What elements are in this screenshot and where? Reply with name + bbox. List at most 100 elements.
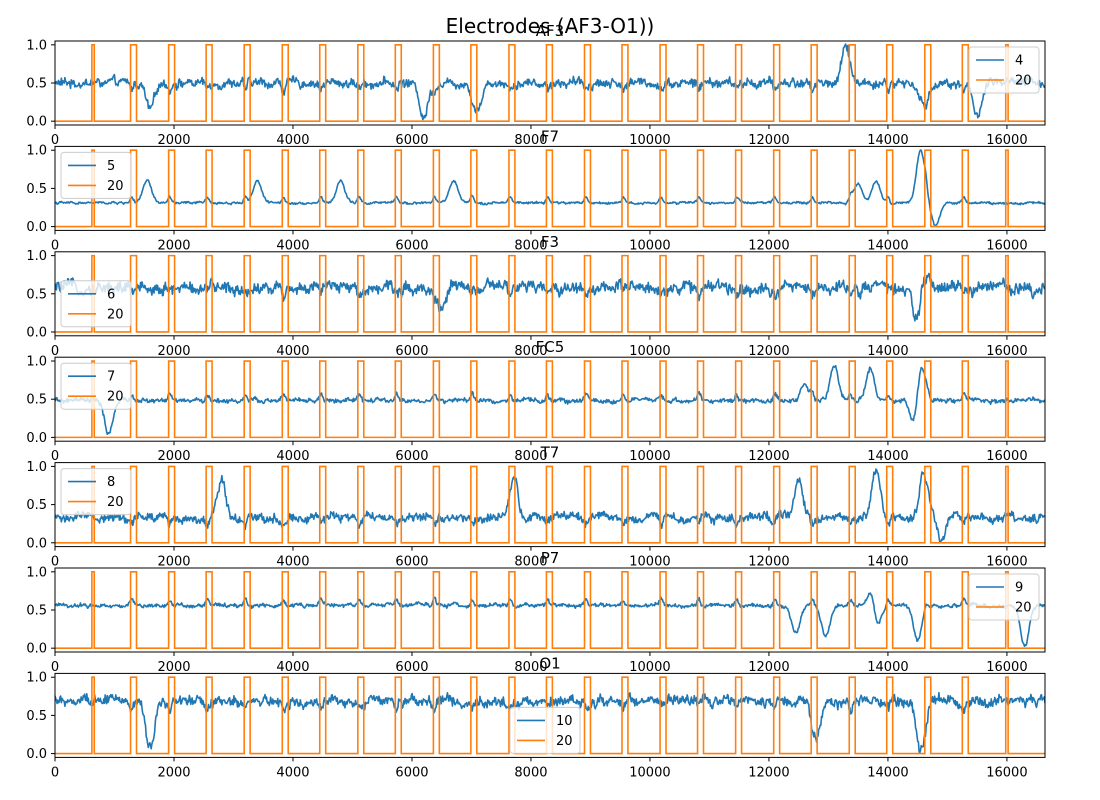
legend-label-9: 9 bbox=[1015, 581, 1023, 596]
x-tick-label: 12000 bbox=[748, 555, 789, 570]
subplot-f7: F7 0.0 0.5 1.0 0 2000 4000 6000 8000 10000 12000 14… bbox=[26, 127, 1046, 253]
legend-box bbox=[60, 468, 132, 516]
x-tick-label: 8000 bbox=[514, 555, 547, 570]
x-tick-label: 10000 bbox=[629, 133, 670, 148]
subplot-title: FC5 bbox=[536, 338, 565, 356]
x-tick-label: 8000 bbox=[514, 238, 547, 253]
legend-box bbox=[968, 573, 1040, 621]
x-tick-label: 0 bbox=[51, 238, 59, 253]
legend-label-10: 10 bbox=[556, 714, 573, 729]
x-tick-label: 14000 bbox=[867, 449, 908, 464]
legend: 720 bbox=[60, 362, 132, 410]
x-tick-label: 14000 bbox=[867, 555, 908, 570]
y-tick-label: 0.5 bbox=[26, 498, 47, 513]
x-tick-label: 2000 bbox=[157, 133, 190, 148]
x-tick-label: 6000 bbox=[395, 765, 428, 780]
x-tick-label: 10000 bbox=[629, 344, 670, 359]
subplot-f3: F3 0.0 0.5 1.0 0 2000 4000 6000 8000 10000 12000 14… bbox=[26, 233, 1046, 359]
x-tick-label: 10000 bbox=[629, 765, 670, 780]
x-tick-label: 14000 bbox=[867, 238, 908, 253]
x-tick-label: 8000 bbox=[514, 133, 547, 148]
y-tick-label: 0.5 bbox=[26, 709, 47, 724]
x-tick-label: 4000 bbox=[276, 765, 309, 780]
series-4-line bbox=[55, 43, 1045, 121]
x-tick-label: 6000 bbox=[395, 344, 428, 359]
subplot-plot-area bbox=[55, 465, 1045, 544]
x-tick-label: 14000 bbox=[867, 344, 908, 359]
x-tick-label: 12000 bbox=[748, 133, 789, 148]
y-tick-label: 0.5 bbox=[26, 182, 47, 197]
x-tick-label: 4000 bbox=[276, 555, 309, 570]
y-tick-label: 1.0 bbox=[26, 144, 47, 159]
x-tick-label: 2000 bbox=[157, 660, 190, 675]
legend-label-20: 20 bbox=[107, 495, 124, 510]
y-tick-label: 1.0 bbox=[26, 565, 47, 580]
legend-label-6: 6 bbox=[107, 287, 115, 302]
legend: 820 bbox=[60, 468, 132, 516]
legend-label-20: 20 bbox=[556, 734, 573, 749]
y-tick-label: 0.0 bbox=[26, 642, 47, 657]
x-tick-label: 16000 bbox=[986, 238, 1027, 253]
x-tick-label: 10000 bbox=[629, 238, 670, 253]
x-tick-label: 8000 bbox=[514, 660, 547, 675]
x-tick-label: 6000 bbox=[395, 238, 428, 253]
x-tick-label: 14000 bbox=[867, 660, 908, 675]
legend: 420 bbox=[968, 46, 1040, 94]
x-tick-label: 10000 bbox=[629, 555, 670, 570]
y-tick-label: 0.5 bbox=[26, 287, 47, 302]
x-tick-label: 12000 bbox=[748, 344, 789, 359]
legend-label-20: 20 bbox=[1015, 601, 1032, 616]
x-tick-label: 2000 bbox=[157, 765, 190, 780]
x-tick-label: 4000 bbox=[276, 344, 309, 359]
series-10-line bbox=[55, 691, 1045, 754]
x-tick-label: 0 bbox=[51, 555, 59, 570]
subplot-p7: P7 0.0 0.5 1.0 0 2000 4000 6000 8000 10000 12000 14… bbox=[26, 549, 1046, 675]
subplot-plot-area bbox=[55, 43, 1045, 122]
x-tick-label: 4000 bbox=[276, 133, 309, 148]
legend-box bbox=[968, 46, 1040, 94]
series-6-line bbox=[55, 272, 1045, 322]
x-tick-label: 16000 bbox=[986, 344, 1027, 359]
y-tick-label: 1.0 bbox=[26, 671, 47, 686]
x-tick-label: 12000 bbox=[748, 449, 789, 464]
x-tick-label: 16000 bbox=[986, 449, 1027, 464]
x-tick-label: 4000 bbox=[276, 449, 309, 464]
legend: 520 bbox=[60, 151, 132, 199]
x-tick-label: 12000 bbox=[748, 238, 789, 253]
subplot-plot-area bbox=[55, 676, 1045, 755]
y-tick-label: 0.0 bbox=[26, 115, 47, 130]
y-tick-label: 1.0 bbox=[26, 355, 47, 370]
subplot-title: O1 bbox=[539, 654, 560, 672]
y-tick-label: 0.5 bbox=[26, 604, 47, 619]
y-tick-label: 0.0 bbox=[26, 325, 47, 340]
legend-label-20: 20 bbox=[1015, 74, 1032, 89]
legend-label-4: 4 bbox=[1015, 54, 1023, 69]
legend: 620 bbox=[60, 280, 132, 328]
x-tick-label: 16000 bbox=[986, 555, 1027, 570]
legend: 920 bbox=[968, 573, 1040, 621]
x-tick-label: 12000 bbox=[748, 765, 789, 780]
subplot-af3: AF3 0.0 0.5 1.0 0 2000 4000 6000 8000 10000 12000 1… bbox=[26, 22, 1046, 148]
subplot-o1: O1 0.0 0.5 1.0 0 2000 4000 6000 8000 10000 12000 14… bbox=[26, 654, 1046, 780]
series-20-line bbox=[55, 676, 1045, 755]
legend-label-5: 5 bbox=[107, 159, 115, 174]
subplot-title: T7 bbox=[540, 444, 560, 462]
x-tick-label: 16000 bbox=[986, 765, 1027, 780]
y-tick-label: 0.0 bbox=[26, 536, 47, 551]
x-tick-label: 2000 bbox=[157, 238, 190, 253]
y-tick-label: 1.0 bbox=[26, 460, 47, 475]
x-tick-label: 2000 bbox=[157, 449, 190, 464]
subplot-plot-area bbox=[55, 149, 1045, 228]
x-tick-label: 16000 bbox=[986, 133, 1027, 148]
x-tick-label: 0 bbox=[51, 765, 59, 780]
legend-label-20: 20 bbox=[107, 179, 124, 194]
series-5-line bbox=[55, 149, 1045, 227]
legend-box bbox=[60, 151, 132, 199]
figure-suptitle: Electrodes (AF3-O1)) bbox=[446, 14, 655, 38]
legend-box bbox=[60, 362, 132, 410]
y-tick-label: 0.5 bbox=[26, 77, 47, 92]
subplot-fc5: FC5 0.0 0.5 1.0 0 2000 4000 6000 8000 10000 12000 1… bbox=[26, 338, 1046, 464]
